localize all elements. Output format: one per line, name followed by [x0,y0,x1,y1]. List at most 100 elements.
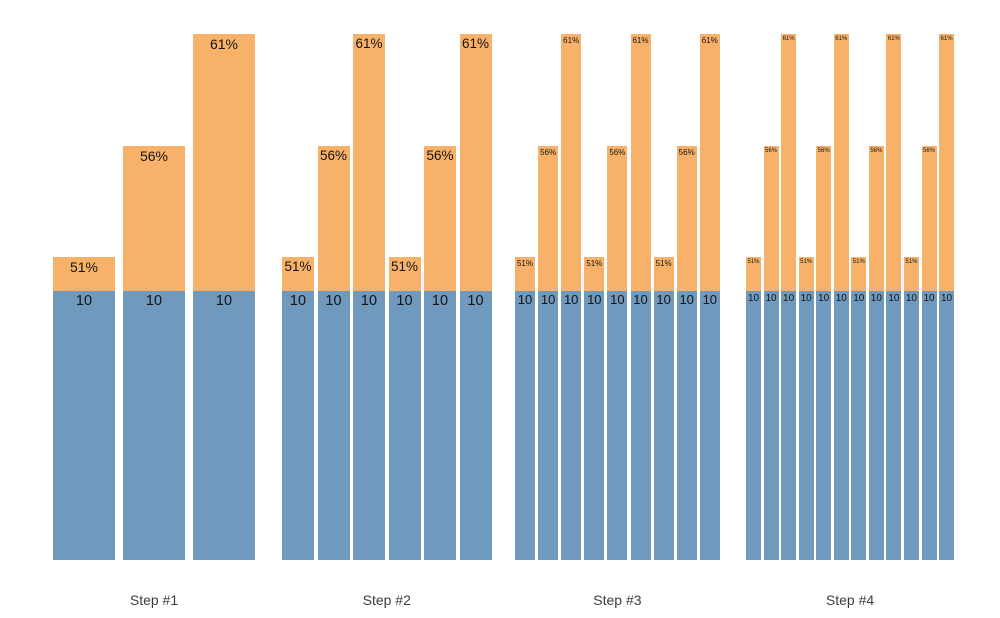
bar-base-value-label: 10 [431,293,449,309]
bar-base-value-label: 10 [656,292,671,307]
bar-base-segment: 10 [424,291,456,560]
bar-percent-segment: 56% [676,146,697,291]
bar-base-value-label: 10 [923,293,935,304]
bar-base-segment: 10 [939,291,955,560]
bar-percent-segment: 51% [53,257,115,291]
bar-percent-segment: 56% [921,146,937,291]
bar-percent-label: 51% [516,259,533,268]
bar-percent-segment: 61% [561,34,582,291]
bar-percent-label: 61% [632,36,649,45]
bar-percent-segment: 56% [816,146,832,291]
bar-percent-label: 51% [390,259,419,274]
bar-percent-segment: 51% [584,257,605,291]
bar-base-segment: 10 [630,291,651,560]
bar-base-segment: 10 [515,291,535,560]
bar-base-value-label: 10 [396,293,413,309]
bar-percent-segment: 61% [833,34,849,291]
bar-base-value-label: 10 [289,293,307,309]
bar-base-segment: 10 [653,291,674,560]
bar-percent-segment: 51% [746,257,761,291]
bar-percent-segment: 56% [123,146,185,291]
bar-base-value-label: 10 [853,293,865,304]
bar-base-segment: 10 [388,291,421,560]
bar-percent-label: 61% [461,36,490,51]
bar-base-segment: 10 [763,291,779,560]
bar-base-segment: 10 [851,291,867,560]
bar-percent-label: 51% [800,259,813,265]
bar-percent-label: 56% [817,148,830,154]
bar-percent-label: 61% [209,36,239,52]
bar-percent-segment: 61% [886,34,902,291]
bar-base-value-label: 10 [800,293,812,304]
bar-base-segment: 10 [317,291,350,560]
bar-percent-segment: 61% [781,34,797,291]
bar-base-value-label: 10 [679,292,694,307]
bar-base-segment: 10 [781,291,797,560]
bar-percent-segment: 51% [798,257,814,291]
bar-percent-label: 61% [782,36,795,42]
bar-percent-label: 56% [765,148,778,154]
bar-percent-label: 51% [747,259,760,265]
bar-percent-segment: 56% [424,146,456,291]
bar-base-segment: 10 [282,291,314,560]
bar-base-segment: 10 [459,291,492,560]
bar-base-value-label: 10 [325,293,342,309]
bar-base-value-label: 10 [783,293,795,304]
bar-percent-label: 51% [905,259,918,265]
bar-base-value-label: 10 [540,292,556,307]
bar-base-segment: 10 [921,291,937,560]
bar-base-value-label: 10 [747,293,760,304]
bar-base-value-label: 10 [702,292,718,307]
bar-percent-segment: 51% [515,257,535,291]
bar-base-segment: 10 [833,291,849,560]
bar-base-segment: 10 [538,291,559,560]
bar-percent-label: 61% [887,36,900,42]
bar-percent-label: 56% [922,148,935,154]
bar-base-segment: 10 [676,291,697,560]
bar-percent-segment: 61% [630,34,651,291]
bar-percent-label: 56% [609,148,626,157]
bar-percent-segment: 51% [388,257,421,291]
bar-percent-segment: 61% [939,34,955,291]
bar-base-value-label: 10 [563,292,579,307]
bar-percent-label: 51% [655,259,672,268]
bar-base-value-label: 10 [633,292,648,307]
bar-percent-label: 61% [355,36,383,51]
bar-percent-label: 56% [426,148,454,163]
bar-percent-segment: 56% [607,146,628,291]
bar-percent-label: 56% [139,148,169,164]
bar-base-value-label: 10 [145,293,163,309]
bar-percent-segment: 51% [903,257,919,291]
bar-base-value-label: 10 [467,293,484,309]
bar-percent-label: 51% [69,259,99,275]
bar-percent-segment: 56% [763,146,779,291]
bar-percent-segment: 61% [353,34,385,291]
bar-base-segment: 10 [584,291,605,560]
bar-base-segment: 10 [699,291,720,560]
x-axis-group-label: Step #1 [129,592,179,608]
bar-base-value-label: 10 [765,293,777,304]
bar-base-value-label: 10 [835,293,847,304]
bar-percent-segment: 51% [653,257,674,291]
bar-percent-label: 51% [284,259,312,274]
bar-base-value-label: 10 [870,293,882,304]
bar-base-segment: 10 [886,291,902,560]
x-axis-group-label: Step #3 [593,592,642,608]
bar-base-segment: 10 [193,291,255,560]
x-axis-group-label: Step #2 [362,592,411,608]
bar-base-segment: 10 [903,291,919,560]
bar-base-value-label: 10 [610,292,625,307]
bar-base-value-label: 10 [888,293,900,304]
bar-percent-label: 56% [870,148,883,154]
bar-base-value-label: 10 [75,293,93,309]
bar-percent-label: 61% [701,36,718,45]
bar-percent-segment: 56% [538,146,559,291]
bar-percent-segment: 61% [193,34,255,291]
bar-base-value-label: 10 [517,292,533,307]
bar-base-value-label: 10 [940,293,953,304]
bar-percent-label: 51% [852,259,865,265]
bar-percent-label: 61% [835,36,848,42]
bar-percent-segment: 51% [282,257,314,291]
